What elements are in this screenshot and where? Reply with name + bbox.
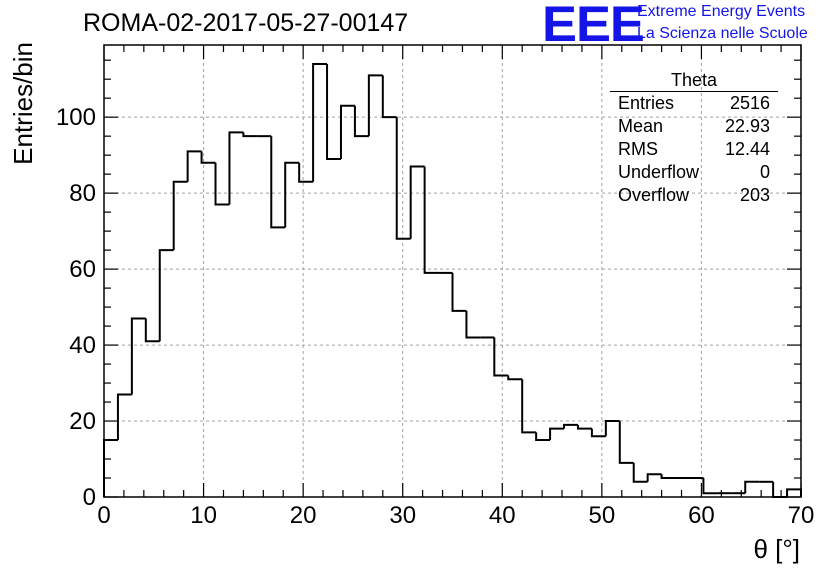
tick-layer (103, 45, 802, 498)
x-axis-label: θ [°] (753, 534, 800, 564)
stats-label: Mean (618, 116, 664, 136)
histogram-bin (284, 161, 300, 228)
stats-value: 22.93 (724, 116, 770, 136)
stats-value: 2516 (729, 93, 770, 113)
histogram-bin (298, 162, 314, 183)
stats-row-overflow: Overflow 203 (610, 184, 778, 207)
x-tick-label: 40 (489, 502, 516, 529)
stats-label: Overflow (618, 185, 690, 205)
stats-label: Entries (618, 93, 675, 113)
stats-label: RMS (618, 139, 658, 159)
histogram-bin (451, 272, 467, 312)
y-tick-label: 100 (56, 104, 96, 131)
histogram-bin (521, 379, 537, 434)
histogram-bin (409, 165, 425, 239)
histogram-bin (270, 136, 286, 229)
histogram-bin (465, 310, 481, 339)
histogram-bin (242, 132, 258, 138)
stats-row-underflow: Underflow 0 (610, 161, 778, 184)
stats-value: 203 (739, 185, 770, 205)
axes-frame (103, 44, 802, 498)
histogram-bin (535, 432, 551, 442)
y-tick-label: 40 (69, 332, 96, 359)
histogram-bin (130, 317, 146, 395)
histogram-bin (312, 62, 328, 182)
y-tick-label: 20 (69, 408, 96, 435)
histogram-bin (214, 162, 230, 206)
histogram-bin (744, 480, 760, 494)
y-tick-label: 0 (83, 484, 96, 511)
histogram-layer (103, 62, 802, 498)
x-tick-label: 60 (688, 502, 715, 529)
plot-frame (103, 44, 802, 498)
histogram-bin (395, 117, 411, 240)
stats-row-rms: RMS 12.44 (610, 138, 778, 161)
histogram-bin (116, 393, 132, 441)
chart-title: ROMA-02-2017-05-27-00147 (83, 9, 409, 37)
histogram-bin (576, 424, 592, 430)
logo-line-2: La Scienza nelle Scuole (637, 25, 808, 42)
histogram-bin (103, 439, 118, 497)
grid-layer (104, 45, 801, 497)
y-axis-label: Entries/bin (8, 42, 38, 165)
x-tick-label: 50 (589, 502, 616, 529)
histogram-bin (172, 180, 188, 251)
y-tick-label: 60 (69, 256, 96, 283)
histogram-bin (228, 131, 244, 205)
histogram-bin (158, 249, 174, 342)
stats-row-mean: Mean 22.93 (610, 115, 778, 138)
x-tick-label: 0 (97, 502, 110, 529)
stats-row-entries: Entries 2516 (610, 92, 778, 115)
y-tick-label: 80 (69, 180, 96, 207)
histogram-bin (200, 151, 216, 164)
histogram-bin (772, 481, 788, 498)
eee-logo-mark: EEE (542, 0, 645, 52)
histogram-bin (590, 428, 606, 438)
x-tick-label: 20 (290, 502, 317, 529)
histogram-bin (632, 462, 648, 483)
stats-title: Theta (610, 69, 778, 92)
x-tick-label: 10 (190, 502, 217, 529)
histogram-bin (144, 318, 160, 343)
histogram-bin (367, 74, 383, 137)
histogram-bin (326, 63, 341, 160)
x-tick-label: 30 (389, 502, 416, 529)
histogram-bin (339, 104, 355, 159)
stats-box: Theta Entries 2516 Mean 22.93 RMS 12.44 … (610, 69, 778, 207)
histogram-bin (493, 337, 509, 377)
histogram-bin (646, 473, 662, 482)
histogram-bin (353, 105, 369, 138)
histogram-bin (618, 421, 634, 464)
logo-line-1: Extreme Energy Events (637, 3, 806, 20)
histogram-bin (423, 166, 439, 274)
stats-value: 12.44 (724, 139, 770, 159)
histogram-bin (563, 423, 578, 429)
histogram-bin (660, 474, 676, 480)
histogram-bin (507, 375, 523, 381)
histogram-bin (549, 427, 565, 441)
stats-label: Underflow (618, 162, 700, 182)
histogram-bin (702, 478, 718, 495)
histogram-bin (186, 150, 202, 182)
histogram-bin (381, 75, 397, 119)
x-tick-label: 70 (788, 502, 815, 529)
histogram-bin (604, 420, 620, 437)
histogram-bin (786, 488, 802, 497)
stats-value: 0 (759, 162, 770, 182)
